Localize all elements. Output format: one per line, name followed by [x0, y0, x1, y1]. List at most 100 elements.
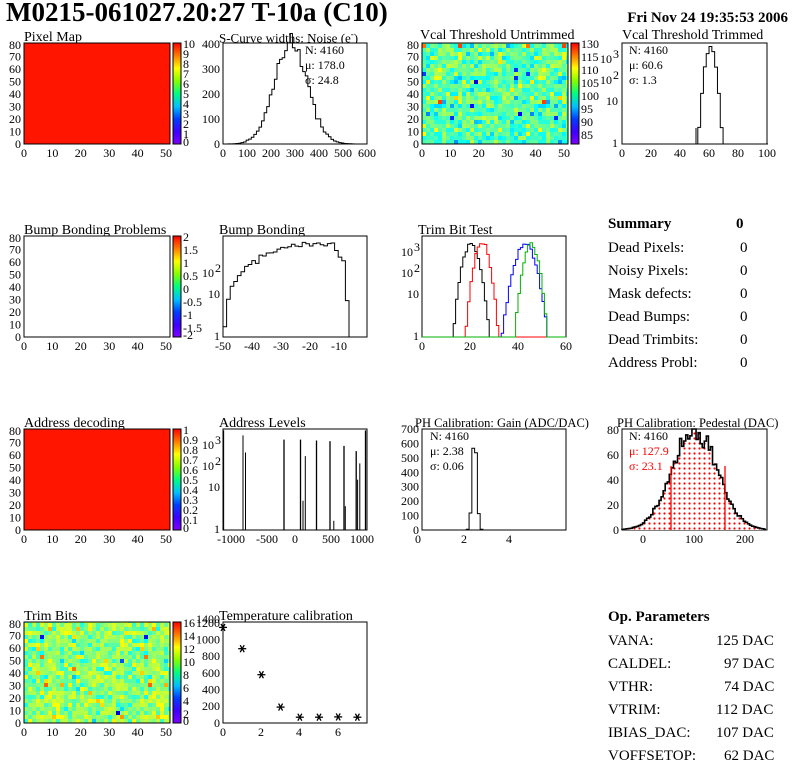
svg-text:60: 60 [9, 641, 21, 655]
svg-text:10: 10 [606, 94, 618, 108]
svg-text:σ: 23.1: σ: 23.1 [629, 459, 663, 473]
svg-text:30: 30 [9, 679, 21, 693]
svg-text:115: 115 [581, 50, 599, 64]
svg-text:10: 10 [600, 52, 612, 66]
svg-text:2: 2 [414, 261, 420, 275]
svg-text:3: 3 [215, 433, 221, 447]
svg-text:300: 300 [202, 62, 220, 76]
svg-text:0: 0 [21, 339, 27, 353]
svg-text:0: 0 [415, 532, 421, 546]
svg-text:6: 6 [183, 681, 189, 695]
svg-text:30: 30 [103, 339, 115, 353]
svg-text:10: 10 [444, 146, 456, 160]
svg-text:50: 50 [9, 75, 21, 89]
svg-text:80: 80 [9, 231, 21, 245]
svg-text:0: 0 [183, 135, 189, 149]
svg-text:20: 20 [75, 725, 87, 739]
svg-text:14: 14 [183, 629, 195, 643]
svg-text:4: 4 [506, 532, 512, 546]
svg-text:100: 100 [401, 509, 419, 523]
svg-text:80: 80 [9, 424, 21, 438]
svg-text:10: 10 [202, 459, 214, 473]
svg-text:2: 2 [215, 454, 221, 468]
svg-text:-40: -40 [244, 339, 260, 353]
svg-text:30: 30 [103, 146, 115, 160]
svg-text:-1000: -1000 [217, 532, 245, 546]
svg-text:80: 80 [9, 617, 21, 631]
svg-text:400: 400 [401, 465, 419, 479]
svg-text:20: 20 [645, 146, 657, 160]
svg-text:50: 50 [9, 461, 21, 475]
svg-text:60: 60 [703, 146, 715, 160]
svg-text:20: 20 [9, 112, 21, 126]
svg-text:500: 500 [334, 146, 352, 160]
svg-text:50: 50 [160, 532, 172, 546]
svg-text:95: 95 [581, 102, 593, 116]
svg-text:1: 1 [612, 136, 618, 150]
svg-text:200: 200 [736, 532, 754, 546]
svg-text:20: 20 [9, 498, 21, 512]
svg-text:50: 50 [160, 725, 172, 739]
svg-text:1.5: 1.5 [183, 243, 198, 257]
svg-text:100: 100 [238, 146, 256, 160]
svg-text:40: 40 [132, 339, 144, 353]
svg-text:4: 4 [296, 725, 302, 739]
svg-text:200: 200 [262, 146, 280, 160]
svg-text:400: 400 [202, 37, 220, 51]
svg-text:3: 3 [613, 47, 619, 61]
svg-text:40: 40 [132, 725, 144, 739]
svg-text:12: 12 [183, 642, 195, 656]
svg-text:6: 6 [335, 725, 341, 739]
svg-text:0: 0 [21, 725, 27, 739]
svg-text:10: 10 [46, 146, 58, 160]
svg-text:20: 20 [75, 339, 87, 353]
svg-text:16: 16 [183, 616, 195, 630]
svg-text:1: 1 [183, 256, 189, 270]
svg-text:600: 600 [401, 436, 419, 450]
svg-text:10: 10 [46, 339, 58, 353]
svg-text:σ: 0.06: σ: 0.06 [430, 459, 464, 473]
svg-text:20: 20 [9, 305, 21, 319]
svg-text:10: 10 [9, 125, 21, 139]
svg-text:40: 40 [9, 280, 21, 294]
svg-text:0: 0 [640, 532, 646, 546]
svg-text:2: 2 [461, 532, 467, 546]
svg-text:30: 30 [9, 100, 21, 114]
svg-text:σ: 1.3: σ: 1.3 [629, 73, 657, 87]
svg-text:-10: -10 [331, 339, 347, 353]
svg-text:20: 20 [9, 691, 21, 705]
svg-text:-500: -500 [256, 532, 278, 546]
svg-text:1000: 1000 [350, 532, 374, 546]
svg-text:500: 500 [322, 532, 340, 546]
svg-text:60: 60 [9, 62, 21, 76]
svg-text:50: 50 [9, 654, 21, 668]
svg-text:200: 200 [202, 87, 220, 101]
svg-text:50: 50 [160, 146, 172, 160]
svg-text:μ: 127.9: μ: 127.9 [629, 444, 669, 458]
svg-text:40: 40 [530, 146, 542, 160]
svg-text:40: 40 [9, 87, 21, 101]
svg-text:110: 110 [581, 63, 599, 77]
svg-text:10: 10 [46, 725, 58, 739]
svg-text:60: 60 [9, 255, 21, 269]
svg-text:30: 30 [9, 486, 21, 500]
svg-text:μ: 60.6: μ: 60.6 [629, 58, 663, 72]
svg-text:10: 10 [183, 655, 195, 669]
svg-text:30: 30 [103, 532, 115, 546]
svg-text:0: 0 [220, 725, 226, 739]
svg-text:30: 30 [103, 725, 115, 739]
svg-text:0: 0 [183, 282, 189, 296]
svg-text:10: 10 [46, 532, 58, 546]
svg-text:90: 90 [581, 115, 593, 129]
svg-text:-50: -50 [215, 339, 231, 353]
svg-text:400: 400 [202, 682, 220, 696]
svg-text:2: 2 [215, 261, 221, 275]
svg-text:10: 10 [407, 287, 419, 301]
svg-text:0.5: 0.5 [183, 269, 198, 283]
svg-text:200: 200 [401, 494, 419, 508]
svg-text:10: 10 [9, 318, 21, 332]
svg-text:200: 200 [202, 699, 220, 713]
svg-text:0: 0 [292, 532, 298, 546]
svg-text:-20: -20 [302, 339, 318, 353]
svg-text:60: 60 [407, 62, 419, 76]
